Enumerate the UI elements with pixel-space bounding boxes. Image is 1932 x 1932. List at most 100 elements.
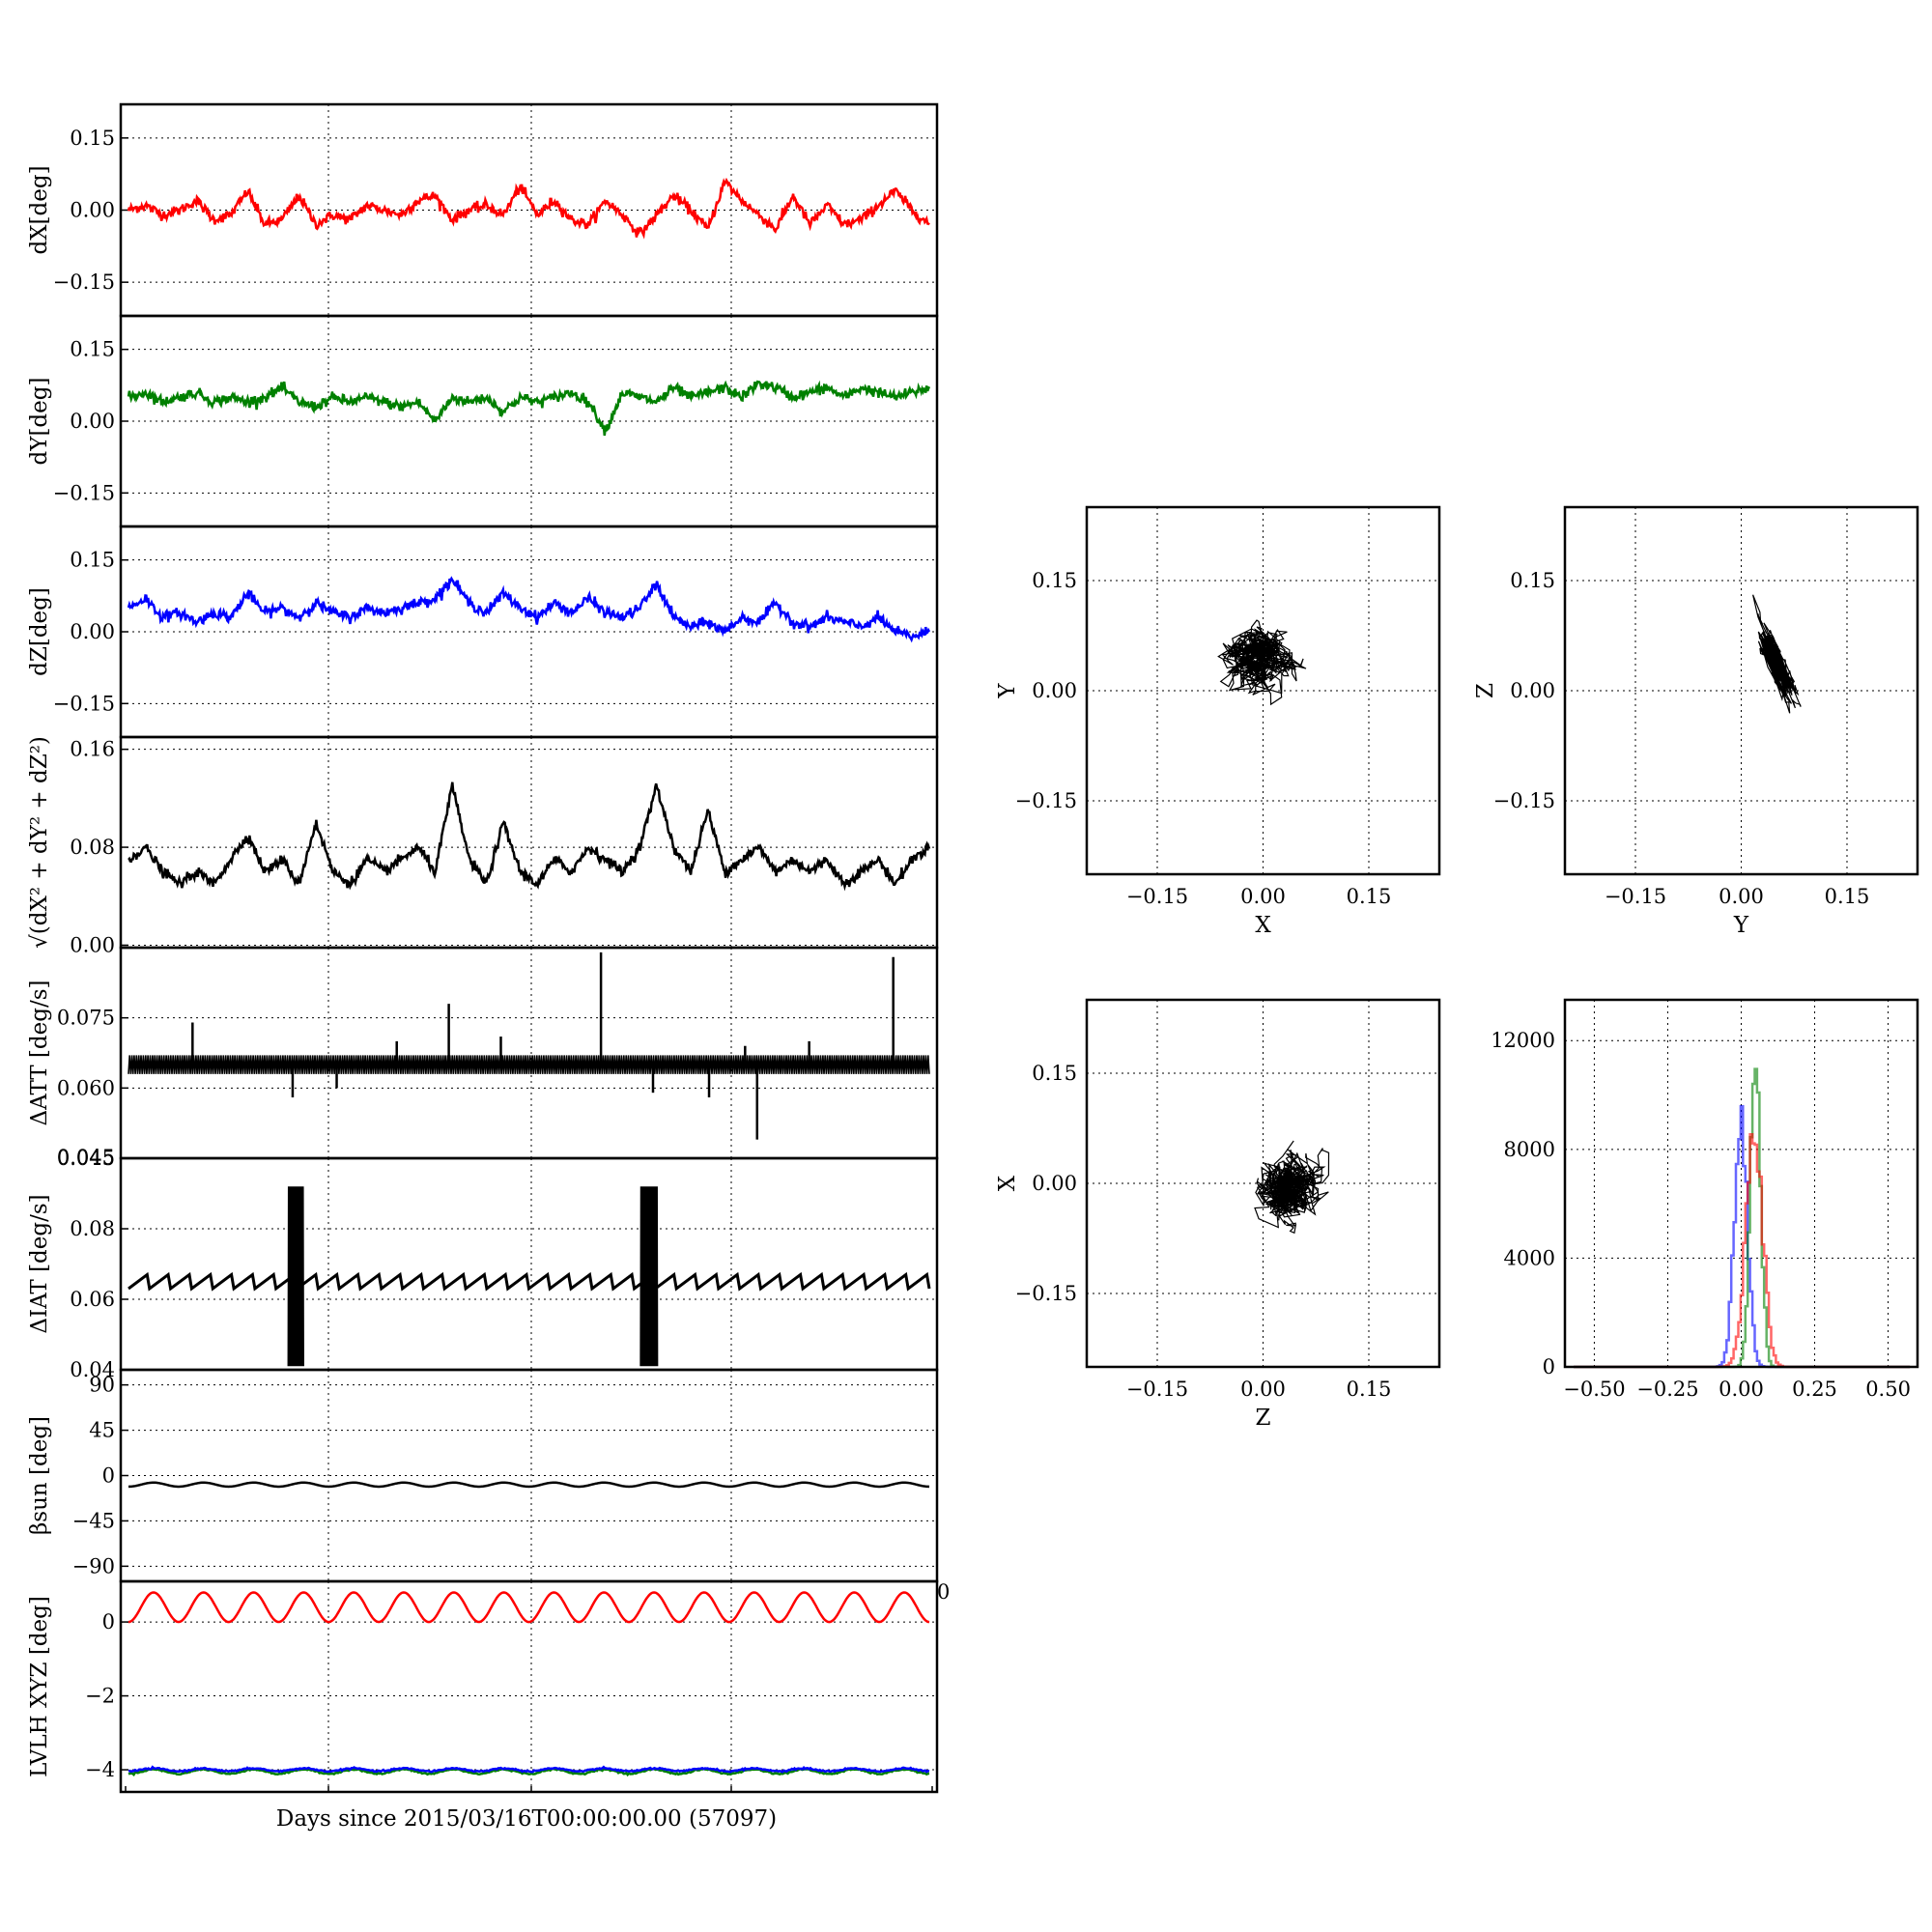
x-tick-label: −0.15 <box>1605 885 1666 908</box>
y-tick-label: 0.00 <box>70 199 115 222</box>
y-tick-label: 0 <box>102 1464 115 1488</box>
y-axis-label: Z <box>1473 683 1498 698</box>
axes-frame <box>119 946 939 1160</box>
y-tick-label: 0.00 <box>70 620 115 643</box>
y-tick-label: 45 <box>89 1419 115 1442</box>
y-tick-label: 0.15 <box>70 549 115 572</box>
series-line <box>128 1481 930 1489</box>
series-line <box>128 781 931 892</box>
x-tick-label: 0.15 <box>1347 885 1392 908</box>
y-tick-label: 0.00 <box>1032 1172 1077 1195</box>
y-tick-label: 0.060 <box>57 1076 115 1099</box>
panel-lvlh: 0 −2 −4 LVLH XYZ [deg] <box>27 1579 939 1794</box>
y-axis-label: LVLH XYZ [deg] <box>27 1596 52 1777</box>
histogram-series <box>1574 1132 1911 1369</box>
panel-xy: −0.15 −0.15 0.00 0.00 0.15 0.15 X Y <box>995 505 1441 938</box>
y-axis-label: dX[deg] <box>27 165 52 254</box>
y-tick-label: 90 <box>89 1374 115 1397</box>
y-axis-label: ΔIAT [deg/s] <box>27 1194 52 1333</box>
series-line <box>128 1055 930 1074</box>
y-tick-label: 12000 <box>1491 1029 1555 1052</box>
burst <box>287 1186 304 1367</box>
y-tick-label: −0.15 <box>53 692 115 715</box>
series-line <box>128 1271 931 1292</box>
y-tick-label: 8000 <box>1504 1138 1555 1161</box>
y-tick-label: 0.00 <box>70 933 115 956</box>
y-tick-label: 0.06 <box>70 1288 115 1311</box>
y-tick-label: −0.15 <box>53 270 115 294</box>
y-tick-label: 0.15 <box>70 127 115 150</box>
y-tick-label: −0.15 <box>53 481 115 504</box>
x-axis-label: Z <box>1256 1406 1271 1431</box>
y-axis-label: dY[deg] <box>27 378 52 466</box>
y-tick-label: 0.04 <box>70 1358 115 1381</box>
y-axis-label: √(dX² + dY² + dZ²) <box>27 736 52 949</box>
y-tick-label: 4000 <box>1504 1246 1555 1269</box>
y-tick-label: −0.15 <box>1015 1282 1077 1305</box>
y-tick-label: 0.045 <box>57 1146 115 1169</box>
y-tick-label: 0.00 <box>1032 679 1077 702</box>
x-axis-label: Days since 2015/03/16T00:00:00.00 (57097… <box>276 1806 777 1832</box>
x-tick-label: 0.00 <box>1719 885 1764 908</box>
scatter-trace <box>1752 594 1802 714</box>
panel-yz: −0.15 −0.15 0.00 0.00 0.15 0.15 Y Z <box>1473 505 1919 938</box>
histogram-series <box>1574 1104 1911 1369</box>
burst <box>639 1186 659 1367</box>
y-tick-label: 0.16 <box>70 738 115 761</box>
y-tick-label: −45 <box>72 1509 115 1532</box>
y-tick-label: 0 <box>1543 1355 1555 1378</box>
x-tick-label: 0 <box>937 1580 950 1604</box>
y-tick-label: −90 <box>72 1554 115 1577</box>
panel-zx: −0.15 −0.15 0.00 0.00 0.15 0.15 Z X <box>995 998 1441 1431</box>
panel-hist: −0.50 −0.25 0.00 0.25 0.50 0 4000 8000 12000 <box>1491 998 1919 1401</box>
x-axis-label: Y <box>1733 913 1749 938</box>
axes-frame <box>119 1579 939 1794</box>
x-tick-label: −0.50 <box>1563 1378 1625 1401</box>
series-line <box>127 380 931 437</box>
x-tick-label: 0.25 <box>1792 1378 1837 1401</box>
y-tick-label: −0.15 <box>1493 789 1555 812</box>
series-line <box>127 177 930 240</box>
x-tick-label: 0.00 <box>1719 1378 1764 1401</box>
y-tick-label: 0.045 <box>57 1147 115 1170</box>
series-line <box>128 1591 930 1624</box>
x-tick-label: 0.00 <box>1240 885 1286 908</box>
y-tick-label: 0.075 <box>57 1007 115 1030</box>
y-tick-label: 0.15 <box>1032 1062 1077 1085</box>
x-tick-label: −0.15 <box>1126 885 1188 908</box>
x-tick-label: −0.15 <box>1126 1378 1188 1401</box>
axes-frame <box>1563 998 1919 1369</box>
plots-layer: 0.150.00−0.15dX[deg]0.150.00−0.15dY[deg]… <box>27 102 1919 1794</box>
panel-diat: 0.08 0.06 0.04 ΔIAT [deg/s] <box>27 1156 939 1381</box>
x-tick-label: 0.15 <box>1825 885 1870 908</box>
scatter-trace <box>1217 619 1307 706</box>
x-tick-label: 0.00 <box>1240 1378 1286 1401</box>
y-tick-label: 0.08 <box>70 836 115 859</box>
y-tick-label: 0.08 <box>70 1217 115 1240</box>
panel-dr: 0.16 0.08 0.00 √(dX² + dY² + dZ²) <box>27 735 939 956</box>
series-line <box>127 576 931 643</box>
scatter-trace <box>1254 1140 1330 1235</box>
panel-beta: 90 45 0 −45 −90 βsun [deg] <box>27 1368 939 1583</box>
x-tick-label: 0.50 <box>1865 1378 1911 1401</box>
x-axis-label: X <box>1255 913 1271 938</box>
y-tick-label: 0.15 <box>1032 569 1077 592</box>
y-tick-label: −4 <box>85 1758 115 1781</box>
series-line <box>128 1765 930 1774</box>
axes-frame <box>1085 505 1441 876</box>
y-tick-label: 0 <box>102 1610 115 1634</box>
axes-frame <box>119 1156 939 1372</box>
y-tick-label: −2 <box>85 1685 115 1708</box>
y-axis-label: Y <box>995 683 1020 699</box>
x-tick-label: −0.25 <box>1636 1378 1698 1401</box>
y-tick-label: 0.00 <box>1510 679 1555 702</box>
y-axis-label: X <box>995 1175 1020 1191</box>
axes-frame <box>1563 505 1919 876</box>
axes-frame <box>1085 998 1441 1369</box>
y-tick-label: 0.15 <box>70 338 115 361</box>
y-axis-label: ΔATT [deg/s] <box>27 980 52 1126</box>
